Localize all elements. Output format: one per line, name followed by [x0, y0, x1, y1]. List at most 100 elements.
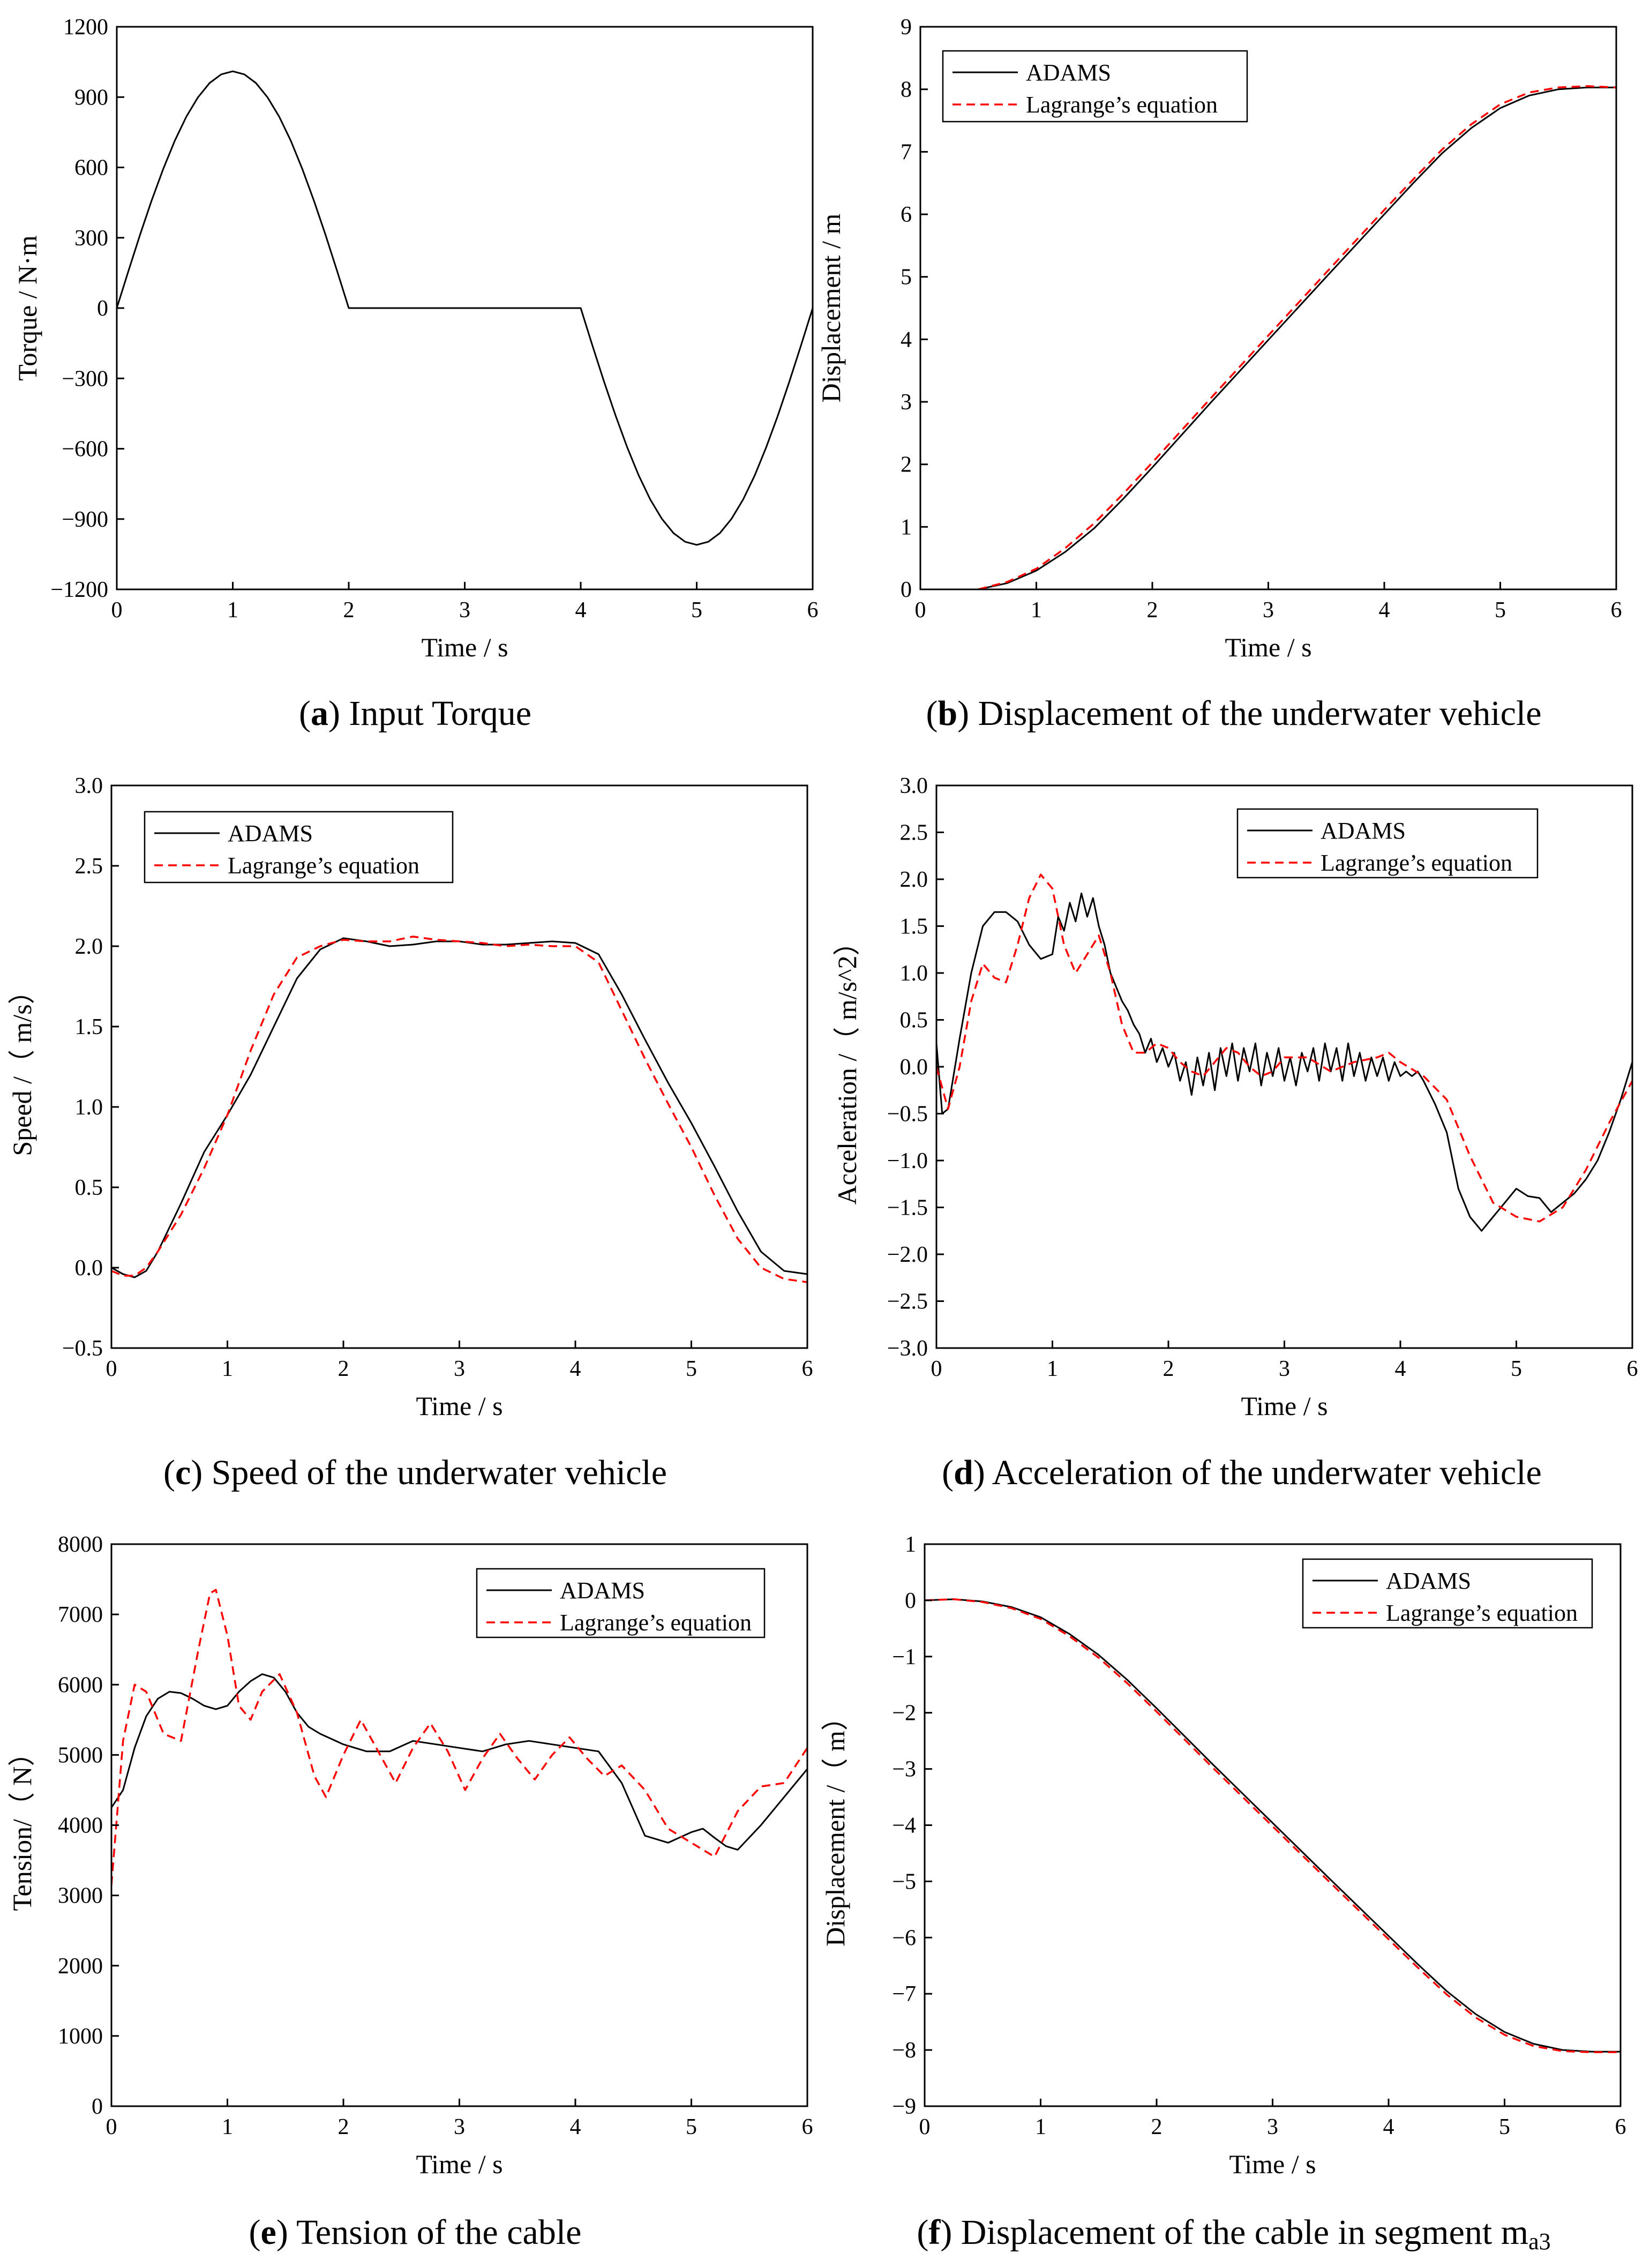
series-line-adams [117, 70, 813, 546]
x-tick-label: 1 [227, 598, 238, 623]
x-tick-label: 2 [343, 598, 355, 623]
y-tick-label: 6000 [58, 1673, 103, 1697]
y-tick-label: 3 [901, 390, 912, 415]
y-tick-label: −2.0 [887, 1242, 928, 1267]
y-tick-label: 1.5 [75, 1015, 103, 1039]
y-tick-label: −600 [62, 437, 108, 462]
legend-label-adams: ADAMS [228, 820, 313, 847]
series-line-adams [111, 1673, 807, 1851]
y-tick-label: 4 [901, 327, 912, 352]
x-tick-label: 5 [686, 2115, 697, 2139]
y-tick-label: 0.0 [75, 1256, 103, 1281]
series-line-lagrange [925, 1598, 1621, 2054]
series-line-adams [936, 892, 1632, 1232]
y-tick-label: −3 [892, 1757, 916, 1782]
x-tick-label: 4 [575, 598, 587, 623]
x-tick-label: 6 [802, 1357, 813, 1381]
y-tick-label: −0.5 [62, 1336, 103, 1361]
y-tick-label: 3000 [58, 1884, 103, 1908]
y-tick-label: 1200 [63, 15, 108, 40]
legend-label-adams: ADAMS [1386, 1568, 1471, 1594]
x-tick-label: 2 [1147, 598, 1158, 623]
y-axis-label: Acceleration /（ m/s^2） [832, 929, 862, 1205]
y-tick-label: −7 [892, 1982, 916, 2007]
x-tick-label: 4 [1383, 2115, 1394, 2139]
legend-label-lagrange: Lagrange’s equation [1321, 850, 1512, 876]
y-tick-label: 8000 [58, 1532, 103, 1557]
x-tick-label: 6 [1615, 2115, 1626, 2139]
legend-box [476, 1568, 766, 1638]
y-tick-label: 1 [901, 515, 912, 540]
x-tick-label: 3 [1267, 2115, 1278, 2139]
x-axis-label: Time / s [1229, 2149, 1316, 2179]
x-tick-label: 3 [459, 598, 470, 623]
legend: ADAMS Lagrange’s equation [1236, 808, 1539, 879]
chart-panel-a: 0 1 2 3 4 5 6 −1200 −900 −600 −300 0 300 600 900 1200 Ti… [12, 15, 819, 733]
chart-caption: (f) Displacement of the cable in segment… [917, 2213, 1550, 2255]
legend-label-adams: ADAMS [560, 1577, 645, 1604]
y-tick-label: −9 [892, 2094, 916, 2119]
plot-frame [924, 1543, 1622, 2107]
x-tick-label: 6 [1611, 598, 1622, 623]
chart-caption: (a) Input Torque [299, 694, 531, 733]
y-tick-label: 7 [901, 140, 912, 164]
x-tick-label: 3 [454, 1357, 465, 1381]
y-tick-label: −1.0 [887, 1149, 928, 1173]
y-tick-label: −3.0 [887, 1336, 928, 1361]
legend: ADAMS Lagrange’s equation [476, 1568, 766, 1638]
y-tick-label: 5 [901, 265, 912, 290]
chart-panel-c: 0 1 2 3 4 5 6 −0.5 0.0 0.5 1.0 1.5 2.0 2.5 3.0 Time / s… [7, 774, 813, 1492]
x-tick-label: 6 [807, 598, 819, 623]
legend-label-lagrange: Lagrange’s equation [1026, 92, 1218, 118]
x-tick-label: 4 [570, 1357, 581, 1381]
series-line-adams [978, 86, 1616, 589]
y-tick-label: 5000 [58, 1743, 103, 1768]
y-tick-label: −2.5 [887, 1290, 928, 1314]
x-tick-label: 3 [454, 2115, 465, 2139]
y-tick-label: −4 [892, 1814, 916, 1838]
legend-box [1302, 1558, 1593, 1629]
y-tick-label: 600 [74, 156, 108, 181]
x-axis-label: Time / s [1241, 1391, 1328, 1421]
x-tick-label: 1 [1035, 2115, 1046, 2139]
y-tick-label: 2 [901, 453, 912, 477]
x-tick-label: 5 [1511, 1357, 1522, 1381]
y-tick-label: 0.0 [900, 1055, 928, 1080]
x-tick-label: 6 [802, 2115, 813, 2139]
y-tick-label: 4000 [58, 1814, 103, 1838]
y-axis-label: Speed /（ m/s） [7, 977, 37, 1156]
y-tick-label: −2 [892, 1701, 916, 1726]
series-line-lagrange [111, 935, 807, 1283]
x-tick-label: 2 [338, 2115, 349, 2139]
y-tick-label: 0.5 [900, 1008, 928, 1033]
x-tick-label: 3 [1279, 1357, 1290, 1381]
y-tick-label: 0 [901, 578, 912, 602]
x-tick-label: 0 [106, 1357, 117, 1381]
y-tick-label: −1.5 [887, 1196, 928, 1221]
x-tick-label: 2 [1151, 2115, 1162, 2139]
chart-panel-e: 0 1 2 3 4 5 6 0 1000 2000 3000 4000 5000 6000 7000 8000… [7, 1532, 813, 2252]
x-tick-label: 0 [919, 2115, 931, 2139]
chart-caption: (d) Acceleration of the underwater vehic… [942, 1453, 1542, 1492]
x-tick-label: 0 [106, 2115, 117, 2139]
y-tick-label: −0.5 [887, 1102, 928, 1127]
series-line-adams [111, 937, 807, 1278]
x-axis-label: Time / s [1225, 632, 1311, 662]
y-tick-label: −300 [62, 366, 108, 391]
legend: ADAMS Lagrange’s equation [1302, 1558, 1593, 1629]
chart-panel-b: 0 1 2 3 4 5 6 0 1 2 3 4 5 6 7 8 9 Time / s Displacement / … [816, 15, 1622, 733]
y-tick-label: 900 [74, 85, 108, 110]
y-tick-label: 1.5 [900, 915, 928, 939]
y-tick-label: 0 [905, 1589, 916, 1613]
y-tick-label: 2.5 [75, 854, 103, 879]
x-tick-label: 0 [111, 598, 123, 623]
y-tick-label: −8 [892, 2038, 916, 2063]
y-tick-label: −5 [892, 1869, 916, 1894]
y-tick-label: 0.5 [75, 1176, 103, 1200]
legend-label-lagrange: Lagrange’s equation [1386, 1600, 1578, 1626]
y-axis-label: Displacement / m [816, 214, 846, 403]
y-tick-label: 3.0 [75, 774, 103, 798]
legend: ADAMS Lagrange’s equation [942, 50, 1248, 123]
chart-caption: (e) Tension of the cable [249, 2213, 582, 2252]
y-tick-label: 300 [74, 226, 108, 251]
